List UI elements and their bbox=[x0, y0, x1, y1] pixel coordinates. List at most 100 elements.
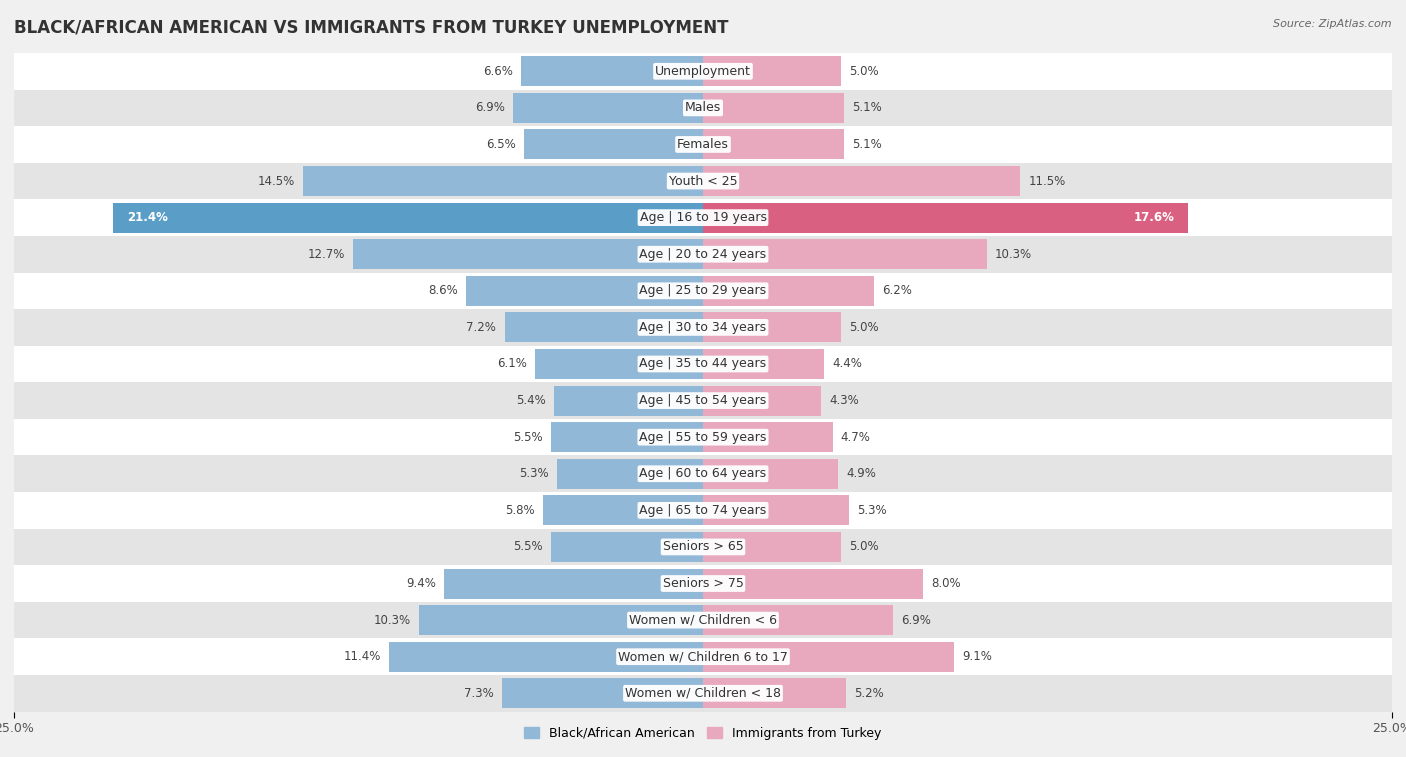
Bar bbox=[703, 313, 841, 342]
Bar bbox=[14, 382, 1392, 419]
Bar bbox=[703, 642, 953, 671]
Bar bbox=[14, 492, 1392, 528]
Text: Age | 30 to 34 years: Age | 30 to 34 years bbox=[640, 321, 766, 334]
Text: 10.3%: 10.3% bbox=[374, 614, 411, 627]
Text: Youth < 25: Youth < 25 bbox=[669, 175, 737, 188]
Text: Age | 20 to 24 years: Age | 20 to 24 years bbox=[640, 248, 766, 260]
Text: 5.5%: 5.5% bbox=[513, 540, 543, 553]
Bar bbox=[524, 129, 703, 160]
Text: 5.0%: 5.0% bbox=[849, 540, 879, 553]
Bar bbox=[14, 236, 1392, 273]
Text: 5.3%: 5.3% bbox=[519, 467, 548, 480]
Text: 6.9%: 6.9% bbox=[475, 101, 505, 114]
Text: 17.6%: 17.6% bbox=[1133, 211, 1174, 224]
Text: 9.1%: 9.1% bbox=[962, 650, 991, 663]
Text: Females: Females bbox=[678, 138, 728, 151]
Text: Age | 45 to 54 years: Age | 45 to 54 years bbox=[640, 394, 766, 407]
Text: 5.1%: 5.1% bbox=[852, 101, 882, 114]
Bar bbox=[14, 163, 1392, 199]
Bar bbox=[14, 675, 1392, 712]
Bar bbox=[14, 638, 1392, 675]
Text: Women w/ Children < 18: Women w/ Children < 18 bbox=[626, 687, 780, 699]
Bar bbox=[703, 56, 841, 86]
Bar bbox=[703, 239, 987, 269]
Text: 5.4%: 5.4% bbox=[516, 394, 546, 407]
Bar bbox=[703, 605, 893, 635]
Bar bbox=[465, 276, 703, 306]
Text: 4.4%: 4.4% bbox=[832, 357, 862, 370]
Text: Unemployment: Unemployment bbox=[655, 65, 751, 78]
Text: 8.6%: 8.6% bbox=[427, 285, 458, 298]
Text: Age | 25 to 29 years: Age | 25 to 29 years bbox=[640, 285, 766, 298]
Text: 5.3%: 5.3% bbox=[858, 504, 887, 517]
Bar bbox=[513, 93, 703, 123]
Text: Seniors > 75: Seniors > 75 bbox=[662, 577, 744, 590]
Text: 6.9%: 6.9% bbox=[901, 614, 931, 627]
Bar bbox=[502, 678, 703, 709]
Bar bbox=[14, 309, 1392, 346]
Text: 5.8%: 5.8% bbox=[505, 504, 534, 517]
Bar bbox=[14, 53, 1392, 89]
Bar bbox=[14, 419, 1392, 456]
Text: 6.5%: 6.5% bbox=[486, 138, 516, 151]
Text: 11.4%: 11.4% bbox=[343, 650, 381, 663]
Text: 7.2%: 7.2% bbox=[467, 321, 496, 334]
Text: Age | 60 to 64 years: Age | 60 to 64 years bbox=[640, 467, 766, 480]
Bar bbox=[703, 166, 1019, 196]
Text: Age | 35 to 44 years: Age | 35 to 44 years bbox=[640, 357, 766, 370]
Text: 11.5%: 11.5% bbox=[1028, 175, 1066, 188]
Bar bbox=[14, 565, 1392, 602]
Bar bbox=[703, 349, 824, 379]
Bar bbox=[14, 89, 1392, 126]
Text: 6.1%: 6.1% bbox=[496, 357, 527, 370]
Text: 6.2%: 6.2% bbox=[882, 285, 912, 298]
Bar bbox=[557, 459, 703, 489]
Text: 6.6%: 6.6% bbox=[484, 65, 513, 78]
Text: 7.3%: 7.3% bbox=[464, 687, 494, 699]
Bar bbox=[505, 313, 703, 342]
Bar bbox=[703, 385, 821, 416]
Text: Age | 65 to 74 years: Age | 65 to 74 years bbox=[640, 504, 766, 517]
Text: 4.3%: 4.3% bbox=[830, 394, 859, 407]
Bar bbox=[444, 569, 703, 599]
Text: Women w/ Children 6 to 17: Women w/ Children 6 to 17 bbox=[619, 650, 787, 663]
Text: 4.9%: 4.9% bbox=[846, 467, 876, 480]
Text: 4.7%: 4.7% bbox=[841, 431, 870, 444]
Bar bbox=[551, 532, 703, 562]
Text: 21.4%: 21.4% bbox=[127, 211, 167, 224]
Text: 9.4%: 9.4% bbox=[406, 577, 436, 590]
Text: 5.1%: 5.1% bbox=[852, 138, 882, 151]
Bar bbox=[703, 203, 1188, 232]
Text: Age | 16 to 19 years: Age | 16 to 19 years bbox=[640, 211, 766, 224]
Bar bbox=[14, 602, 1392, 638]
Legend: Black/African American, Immigrants from Turkey: Black/African American, Immigrants from … bbox=[519, 722, 887, 745]
Bar bbox=[703, 459, 838, 489]
Bar bbox=[14, 126, 1392, 163]
Bar bbox=[551, 422, 703, 452]
Bar bbox=[389, 642, 703, 671]
Bar bbox=[703, 495, 849, 525]
Text: 10.3%: 10.3% bbox=[995, 248, 1032, 260]
Text: Women w/ Children < 6: Women w/ Children < 6 bbox=[628, 614, 778, 627]
Bar bbox=[543, 495, 703, 525]
Bar bbox=[703, 569, 924, 599]
Text: Age | 55 to 59 years: Age | 55 to 59 years bbox=[640, 431, 766, 444]
Text: Source: ZipAtlas.com: Source: ZipAtlas.com bbox=[1274, 19, 1392, 29]
Bar bbox=[554, 385, 703, 416]
Bar bbox=[703, 532, 841, 562]
Bar bbox=[14, 273, 1392, 309]
Text: 5.2%: 5.2% bbox=[855, 687, 884, 699]
Text: BLACK/AFRICAN AMERICAN VS IMMIGRANTS FROM TURKEY UNEMPLOYMENT: BLACK/AFRICAN AMERICAN VS IMMIGRANTS FRO… bbox=[14, 19, 728, 37]
Bar bbox=[703, 129, 844, 160]
Bar bbox=[14, 199, 1392, 236]
Text: 14.5%: 14.5% bbox=[257, 175, 295, 188]
Text: 5.0%: 5.0% bbox=[849, 321, 879, 334]
Bar bbox=[14, 528, 1392, 565]
Bar bbox=[703, 678, 846, 709]
Bar bbox=[353, 239, 703, 269]
Bar bbox=[522, 56, 703, 86]
Bar bbox=[703, 422, 832, 452]
Bar bbox=[703, 93, 844, 123]
Bar bbox=[703, 276, 875, 306]
Text: Males: Males bbox=[685, 101, 721, 114]
